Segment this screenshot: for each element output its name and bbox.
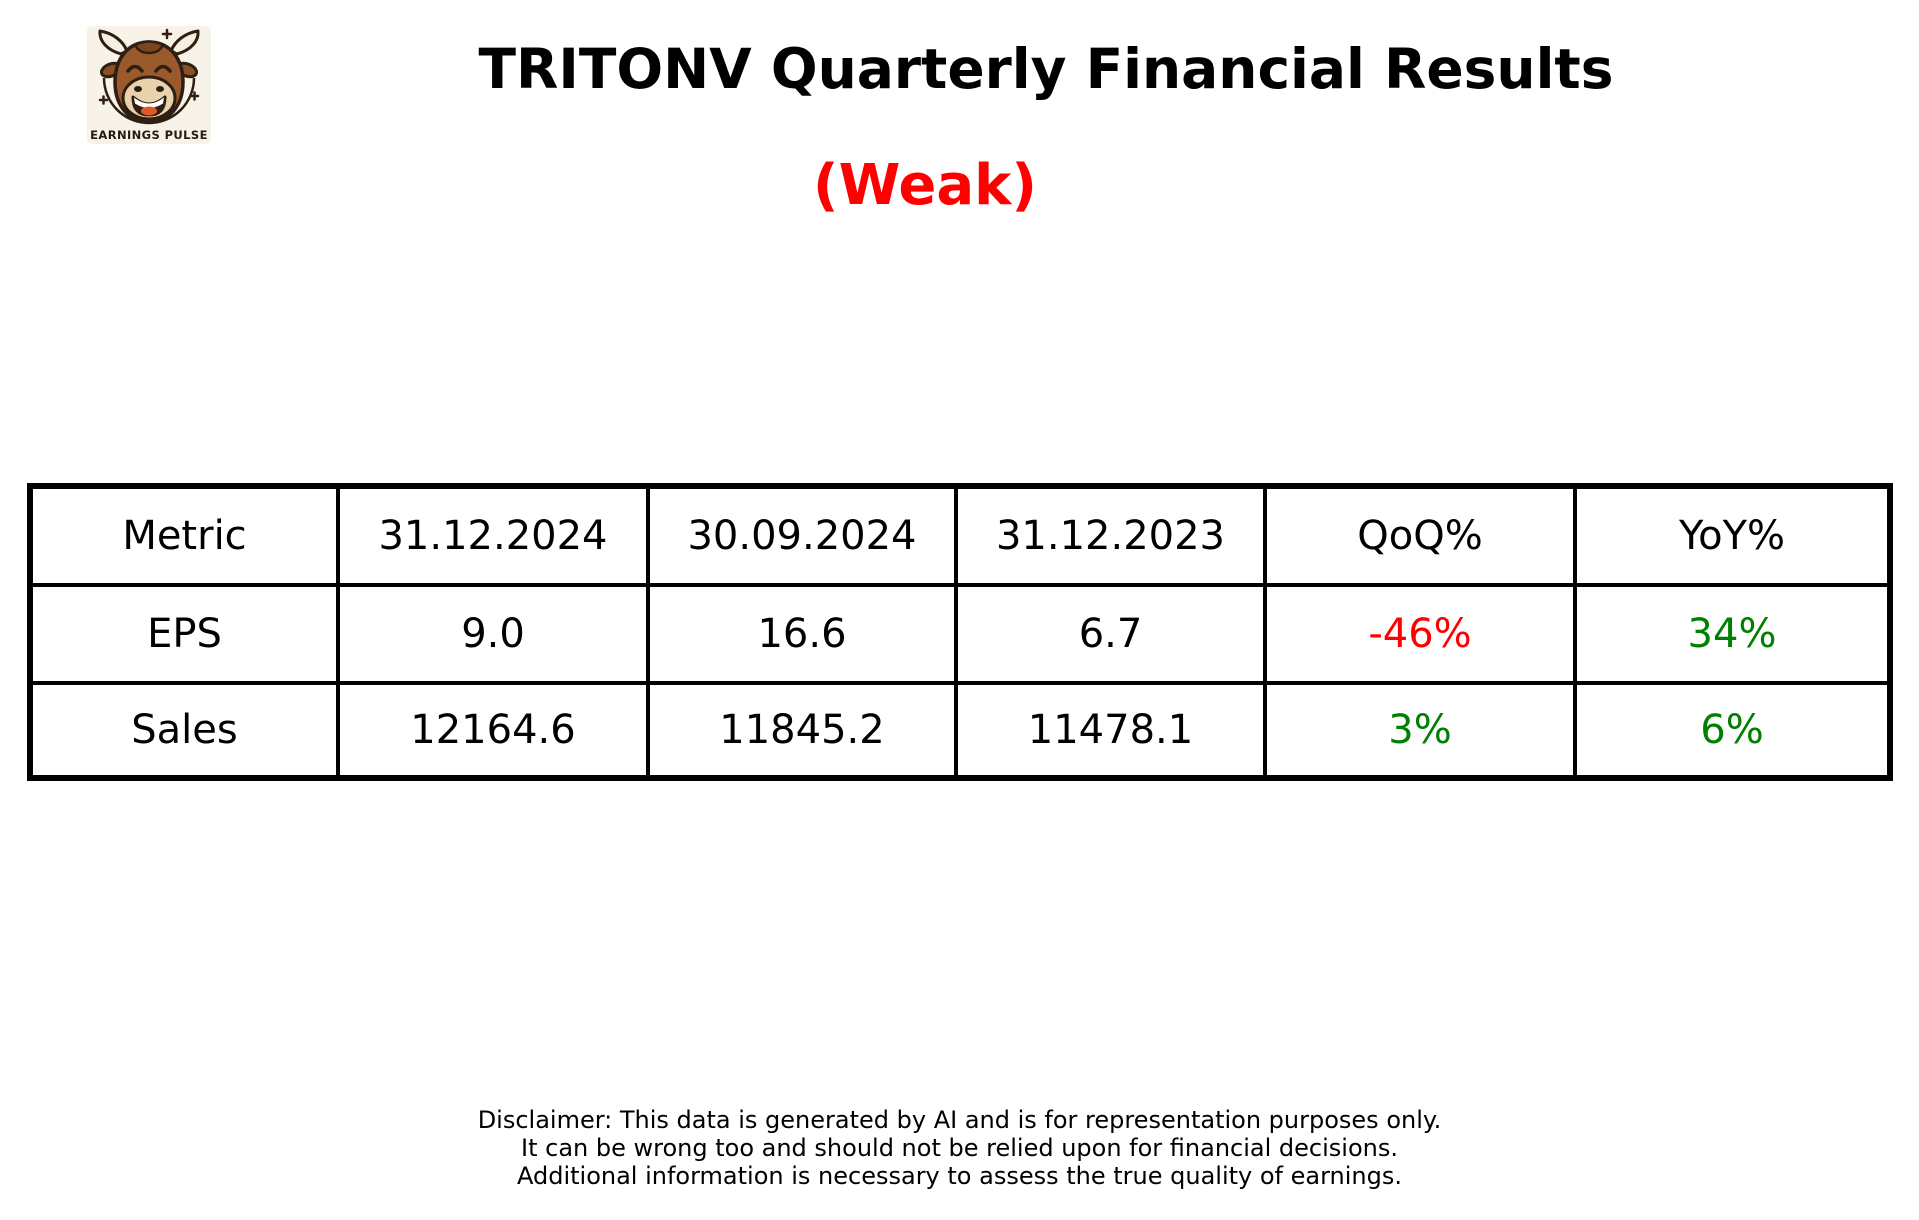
earnings-pulse-logo: EARNINGS PULSE bbox=[87, 26, 211, 144]
column-header-yoy: YoY% bbox=[1577, 489, 1887, 587]
table-cell-sales-qoq: 3% bbox=[1267, 685, 1577, 775]
laughing-bull-icon bbox=[87, 26, 211, 130]
table-cell-sales-yearago: 11478.1 bbox=[958, 685, 1267, 775]
table-cell-eps-yoy: 34% bbox=[1577, 587, 1887, 685]
disclaimer-line-3: Additional information is necessary to a… bbox=[516, 1162, 1402, 1190]
table-cell-eps-metric: EPS bbox=[33, 587, 340, 685]
table-cell-eps-qoq: -46% bbox=[1267, 587, 1577, 685]
disclaimer-text: Disclaimer: This data is generated by AI… bbox=[0, 1106, 1919, 1190]
column-header-q-previous: 30.09.2024 bbox=[650, 489, 958, 587]
table-cell-sales-metric: Sales bbox=[33, 685, 340, 775]
table-cell-eps-current: 9.0 bbox=[340, 587, 650, 685]
table-cell-eps-yearago: 6.7 bbox=[958, 587, 1267, 685]
column-header-metric: Metric bbox=[33, 489, 340, 587]
table-cell-eps-previous: 16.6 bbox=[650, 587, 958, 685]
page-title: TRITONV Quarterly Financial Results bbox=[478, 37, 1614, 101]
financial-results-table: Metric 31.12.2024 30.09.2024 31.12.2023 … bbox=[27, 483, 1893, 781]
table-cell-sales-yoy: 6% bbox=[1577, 685, 1887, 775]
table-cell-sales-current: 12164.6 bbox=[340, 685, 650, 775]
verdict-subtitle: (Weak) bbox=[813, 153, 1037, 218]
column-header-q-current: 31.12.2024 bbox=[340, 489, 650, 587]
table-cell-sales-previous: 11845.2 bbox=[650, 685, 958, 775]
logo-brand-text: EARNINGS PULSE bbox=[90, 128, 208, 142]
disclaimer-line-2: It can be wrong too and should not be re… bbox=[521, 1134, 1398, 1162]
column-header-qoq: QoQ% bbox=[1267, 489, 1577, 587]
column-header-q-yearago: 31.12.2023 bbox=[958, 489, 1267, 587]
disclaimer-line-1: Disclaimer: This data is generated by AI… bbox=[477, 1106, 1442, 1134]
